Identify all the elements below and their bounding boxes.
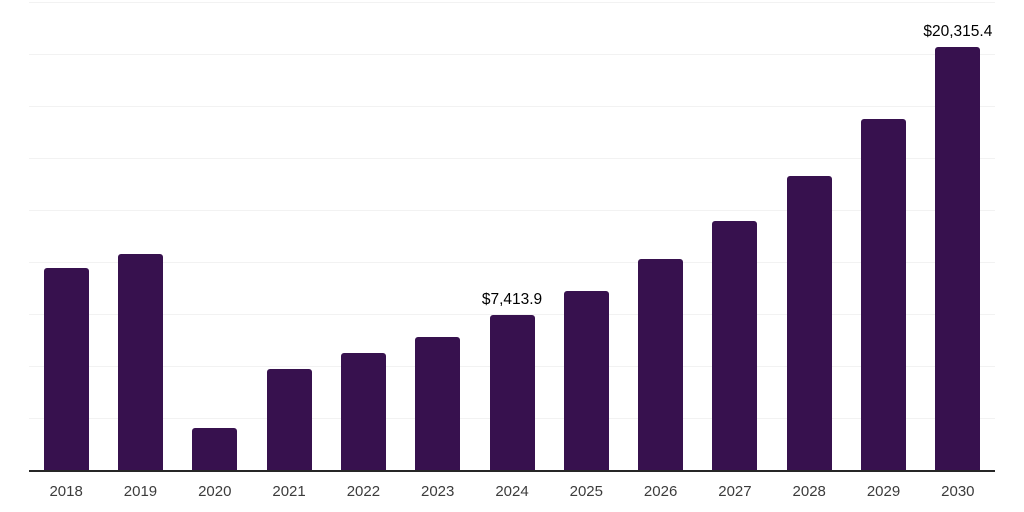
x-tick-2028: 2028 [792,483,826,500]
gridline [29,209,995,211]
gridline [29,261,995,263]
bar-2026 [638,259,684,470]
x-tick-2026: 2026 [643,483,678,500]
x-axis-labels: 2018 2019 2020 2021 2022 2023 2024 2025 2026 2027… [29,483,995,505]
gridline [29,313,995,315]
bar-2028 [786,175,832,470]
x-tick-2018: 2018 [49,483,83,500]
x-tick-2024: 2024 [495,483,529,500]
data-label-2030: $20,315.4 [923,22,993,40]
x-tick-2029: 2029 [866,483,901,500]
bar-2030 [935,47,981,470]
bar-2027 [712,221,758,470]
plot-area: $7,413.9 $20,315.4 [29,2,995,472]
bar-2020 [192,427,238,470]
bar-2024 [489,315,535,470]
gridline [29,157,995,159]
x-tick-2021: 2021 [272,483,306,500]
bar-2029 [861,118,907,470]
bar-2021 [266,368,312,470]
x-tick-2019: 2019 [123,483,158,500]
x-tick-2020: 2020 [198,483,232,500]
x-tick-2030: 2030 [941,483,975,500]
bar-2023 [415,336,461,470]
x-axis-line [29,469,995,472]
gridline [29,105,995,107]
bar-2018 [43,267,89,470]
bar-2025 [563,291,609,470]
x-tick-2023: 2023 [421,483,455,500]
data-label-2024: $7,413.9 [481,290,543,308]
bar-2019 [117,254,163,470]
bar-2022 [340,352,386,470]
x-tick-2025: 2025 [569,483,603,500]
x-tick-2027: 2027 [718,483,752,500]
gridline [29,2,995,3]
gridline [29,53,995,55]
x-tick-2022: 2022 [346,483,381,500]
